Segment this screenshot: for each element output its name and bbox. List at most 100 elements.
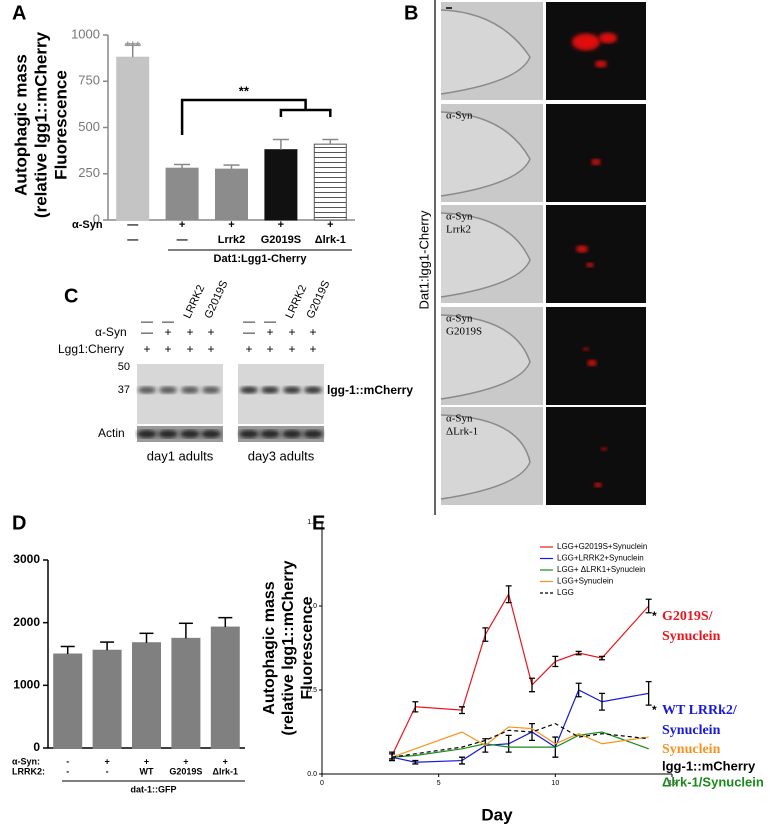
x-tick-label: 15 — [668, 780, 676, 787]
lane-cell: + — [266, 325, 273, 339]
x-row-label: LRRK2: — [12, 766, 45, 776]
x-row-cell: + — [327, 219, 333, 231]
band — [181, 386, 199, 394]
fluorescence-signal — [587, 360, 597, 366]
error-bar — [459, 706, 465, 715]
x-row-cell: Δlrk-1 — [315, 234, 346, 246]
y-tick-label: 250 — [78, 165, 100, 180]
blot-caption: day3 adults — [248, 448, 315, 463]
bar — [210, 626, 240, 749]
fluorescence-image — [546, 2, 646, 100]
bar — [171, 637, 201, 749]
lane-cell: + — [309, 342, 316, 356]
y-tick-label: 750 — [78, 73, 100, 88]
lane-cell: + — [143, 342, 150, 356]
x-row-cell: Δlrk-1 — [213, 766, 238, 776]
x-row-cell: - — [106, 766, 109, 776]
y-tick-label: 500 — [78, 119, 100, 134]
fluorescence-image — [546, 205, 646, 303]
bar — [165, 167, 199, 221]
fluorescence-image — [546, 407, 646, 505]
panel-letter: B — [404, 2, 418, 24]
fluorescence-signal — [599, 32, 617, 44]
actin-label: Actin — [98, 426, 125, 440]
actin-band — [239, 430, 259, 438]
x-row-cell: + — [144, 756, 149, 766]
lane-cell: + — [245, 342, 252, 356]
lane-cell: + — [164, 325, 171, 339]
lane-cell: — — [141, 325, 153, 339]
lane-cell: + — [207, 342, 214, 356]
bracket — [180, 98, 332, 135]
legend-label: LGG+G2019S+Synuclein — [557, 542, 647, 551]
legend-label: LGG+ ΔLRK1+Synuclein — [557, 565, 646, 574]
x-row-cell: G2019S — [169, 766, 202, 776]
series-line — [391, 726, 649, 758]
blot — [137, 364, 223, 424]
y-axis-label: Fluorescence — [299, 596, 316, 699]
group-label: dat-1::GFP — [131, 784, 177, 794]
x-row-cell: — — [127, 219, 138, 231]
legend-label: LGG+LRRK2+Synuclein — [557, 554, 644, 563]
worm-outline — [440, 111, 531, 197]
x-tick-label: 10 — [551, 780, 559, 787]
worm-outline — [440, 9, 531, 95]
error-bar — [645, 598, 652, 614]
x-row-cell: — — [127, 234, 138, 246]
x-row-cell: + — [179, 219, 185, 231]
x-row-cell: - — [66, 766, 69, 776]
x-axis-label: Day — [481, 805, 513, 824]
x-row-cell: G2019S — [261, 234, 301, 246]
x-row-cell: WT — [140, 766, 154, 776]
annotation: Synuclein — [662, 723, 721, 738]
actin-band — [158, 430, 178, 438]
y-axis-label: Autophagic mass — [11, 54, 30, 196]
image-label: α-Syn — [446, 313, 473, 325]
y-tick-label: 1.0 — [307, 603, 317, 610]
blot — [238, 364, 324, 424]
annotation-marker: * — [652, 703, 657, 717]
error-bar — [505, 585, 512, 604]
fluorescence-signal — [576, 245, 588, 253]
fluorescence-signal — [595, 60, 607, 68]
x-row-cell: + — [228, 219, 234, 231]
fluorescence-signal — [586, 262, 594, 268]
bar — [132, 642, 161, 749]
band — [304, 386, 322, 394]
fluorescence-signal — [594, 482, 602, 488]
lane-label: — — [243, 314, 255, 328]
error-bar — [575, 682, 582, 698]
annotation-marker: * — [652, 609, 657, 623]
fluorescence-signal — [572, 33, 600, 51]
y-tick-label: 1000 — [71, 26, 100, 41]
y-tick-label: 0 — [93, 211, 100, 226]
lane-cell: + — [186, 325, 193, 339]
fluorescence-signal — [601, 447, 607, 451]
actin-band — [180, 430, 200, 438]
significance: ** — [239, 83, 250, 98]
image-label: α-Syn — [446, 110, 473, 122]
y-axis-label: (relative lgg1::mCherry — [280, 560, 297, 735]
image-label: ΔLrk-1 — [446, 426, 478, 438]
panel-letter: D — [12, 512, 26, 534]
actin-band — [201, 430, 221, 438]
annotation: Synuclein — [662, 629, 721, 644]
y-tick-label: 2000 — [13, 615, 40, 629]
series-line — [391, 689, 649, 763]
fluorescence-image — [546, 104, 646, 202]
worm-outline — [440, 212, 531, 298]
error-bar — [599, 692, 605, 711]
y-tick-label: 1000 — [13, 678, 40, 692]
error-bar — [459, 756, 465, 765]
error-bar — [645, 680, 652, 706]
x-row-cell: + — [104, 756, 109, 766]
band — [202, 386, 220, 394]
lane-cell: + — [164, 342, 171, 356]
y-tick-label: 0.5 — [307, 687, 317, 694]
worm-outline — [440, 314, 531, 400]
lane-cell: + — [309, 325, 316, 339]
band-label: lgg-1::mCherry — [327, 383, 413, 397]
annotation: G2019S/ — [662, 609, 714, 624]
lane-cell: + — [288, 342, 295, 356]
